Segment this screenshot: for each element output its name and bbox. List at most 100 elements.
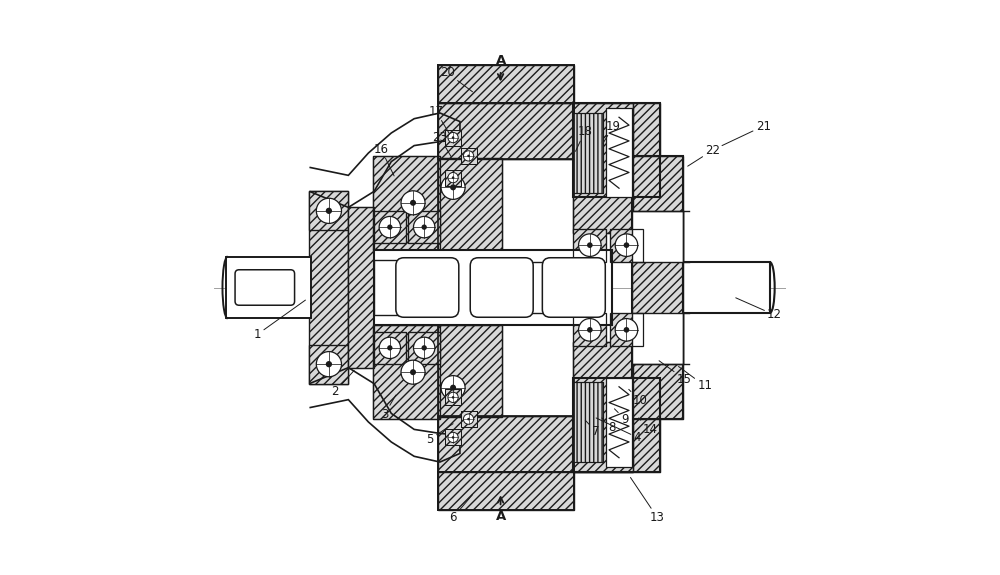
Circle shape bbox=[452, 136, 454, 139]
Circle shape bbox=[441, 175, 465, 200]
Bar bbox=[438, 325, 502, 417]
Bar bbox=[373, 325, 440, 419]
Bar bbox=[438, 325, 502, 417]
Bar bbox=[440, 327, 502, 417]
Bar bbox=[374, 212, 406, 243]
Bar bbox=[309, 191, 348, 230]
Circle shape bbox=[413, 216, 435, 238]
Circle shape bbox=[463, 151, 474, 161]
Bar bbox=[408, 212, 440, 243]
Bar bbox=[573, 103, 660, 197]
Bar bbox=[408, 332, 440, 363]
Circle shape bbox=[450, 185, 456, 190]
Text: A: A bbox=[495, 510, 506, 523]
Bar bbox=[573, 228, 606, 262]
Bar bbox=[461, 411, 477, 427]
Bar bbox=[348, 208, 374, 367]
Circle shape bbox=[448, 172, 458, 183]
Bar bbox=[445, 430, 461, 446]
Circle shape bbox=[422, 345, 427, 351]
Bar bbox=[573, 382, 603, 462]
Bar bbox=[438, 472, 574, 509]
Bar bbox=[445, 170, 461, 186]
Bar bbox=[438, 472, 574, 509]
Text: 16: 16 bbox=[373, 143, 394, 176]
Bar bbox=[573, 113, 603, 193]
Circle shape bbox=[624, 242, 629, 248]
Circle shape bbox=[316, 351, 341, 377]
Bar bbox=[408, 332, 440, 363]
Bar bbox=[632, 156, 683, 419]
Text: 20: 20 bbox=[440, 67, 473, 92]
Bar bbox=[500, 262, 576, 313]
Bar bbox=[573, 378, 660, 472]
Bar bbox=[373, 327, 440, 417]
FancyBboxPatch shape bbox=[396, 258, 459, 317]
Bar bbox=[348, 208, 374, 367]
Bar bbox=[440, 158, 502, 248]
Circle shape bbox=[379, 216, 401, 238]
Bar bbox=[606, 378, 632, 466]
Bar bbox=[573, 228, 606, 262]
Bar bbox=[438, 103, 574, 159]
Circle shape bbox=[615, 319, 638, 341]
Text: 4: 4 bbox=[596, 418, 641, 444]
Text: 7: 7 bbox=[585, 420, 600, 438]
FancyBboxPatch shape bbox=[542, 258, 605, 317]
Circle shape bbox=[452, 436, 454, 439]
Bar bbox=[445, 129, 461, 145]
Text: 9: 9 bbox=[614, 409, 628, 426]
Bar bbox=[573, 378, 660, 472]
Bar bbox=[610, 313, 643, 347]
Bar bbox=[374, 260, 407, 315]
Circle shape bbox=[448, 392, 458, 402]
Bar bbox=[573, 103, 660, 197]
Bar bbox=[461, 411, 477, 427]
Circle shape bbox=[624, 327, 629, 333]
Bar bbox=[438, 103, 574, 159]
Bar bbox=[309, 191, 348, 384]
Text: 21: 21 bbox=[722, 120, 771, 145]
Bar bbox=[438, 66, 574, 103]
Bar bbox=[373, 156, 440, 250]
Text: 13: 13 bbox=[630, 477, 665, 524]
Bar bbox=[226, 256, 311, 319]
Bar bbox=[573, 103, 633, 233]
Circle shape bbox=[448, 432, 458, 443]
Circle shape bbox=[316, 198, 341, 224]
Bar bbox=[309, 345, 348, 384]
Text: 15: 15 bbox=[659, 361, 692, 386]
Text: 5: 5 bbox=[427, 424, 453, 446]
Circle shape bbox=[448, 132, 458, 143]
Text: 12: 12 bbox=[736, 298, 782, 321]
Text: 22: 22 bbox=[688, 144, 720, 166]
Circle shape bbox=[579, 319, 601, 341]
Bar bbox=[606, 109, 632, 197]
Circle shape bbox=[326, 361, 332, 367]
Circle shape bbox=[587, 327, 593, 333]
Bar bbox=[408, 212, 440, 243]
Bar bbox=[438, 416, 574, 472]
Circle shape bbox=[452, 177, 454, 179]
Bar bbox=[445, 389, 461, 405]
Circle shape bbox=[387, 345, 393, 351]
Text: 3: 3 bbox=[381, 395, 396, 421]
Circle shape bbox=[615, 234, 638, 256]
Circle shape bbox=[587, 242, 593, 248]
Text: 8: 8 bbox=[602, 418, 615, 434]
Bar bbox=[373, 325, 440, 419]
Bar bbox=[573, 103, 633, 233]
Text: 17: 17 bbox=[428, 105, 450, 134]
Bar bbox=[445, 430, 461, 446]
Circle shape bbox=[326, 208, 332, 214]
Bar bbox=[438, 416, 574, 472]
Bar bbox=[632, 156, 683, 419]
Bar bbox=[445, 129, 461, 145]
Bar bbox=[573, 342, 633, 472]
Text: A: A bbox=[495, 55, 506, 67]
Bar bbox=[445, 389, 461, 405]
Circle shape bbox=[467, 418, 470, 420]
FancyBboxPatch shape bbox=[235, 270, 295, 305]
Text: 6: 6 bbox=[449, 494, 473, 524]
Text: 19: 19 bbox=[603, 120, 621, 143]
